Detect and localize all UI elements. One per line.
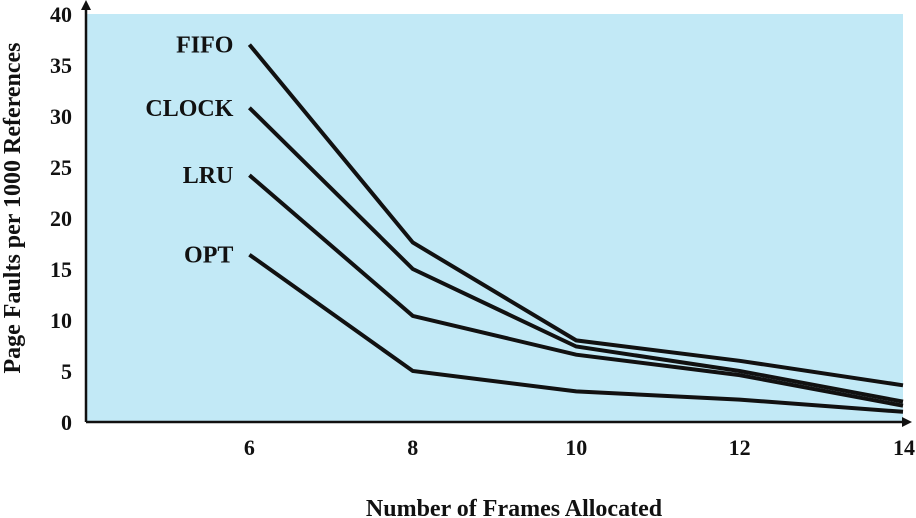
axes [81,0,912,427]
y-tick-label: 35 [50,53,72,78]
y-tick-label: 15 [50,257,72,282]
tick-labels: 0 5 10 15 20 25 30 35 40 6 8 10 12 14 [50,2,915,460]
y-tick-label: 20 [50,206,72,231]
y-tick-label: 25 [50,155,72,180]
series-label-clock: CLOCK [145,96,233,122]
series-line-clock [247,106,904,404]
y-tick-label: 5 [61,359,72,384]
y-tick-label: 10 [50,308,72,333]
x-tick-label: 8 [407,435,418,460]
series-line-lru [248,173,904,408]
y-tick-label: 0 [61,410,72,435]
y-tick-label: 40 [50,2,72,27]
series-label-lru: LRU [183,163,234,189]
series-label-opt: OPT [184,243,233,269]
series-line-opt [248,253,904,414]
y-axis-title: Page Faults per 1000 References [0,42,26,373]
x-axis-title: Number of Frames Allocated [366,496,663,518]
series-labels: FIFO CLOCK LRU OPT [145,33,233,269]
x-tick-label: 12 [729,435,751,460]
plot-area [86,14,903,422]
series-label-fifo: FIFO [176,33,233,59]
series-lines [247,43,904,414]
series-line-fifo [247,43,904,388]
x-tick-label: 10 [565,435,587,460]
x-tick-label: 14 [893,435,915,460]
x-tick-label: 6 [244,435,255,460]
y-tick-label: 30 [50,104,72,129]
